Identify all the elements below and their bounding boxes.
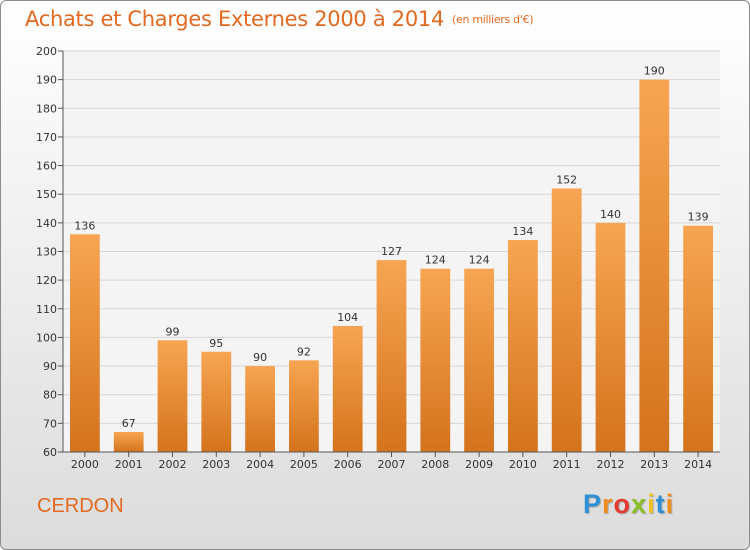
data-label: 190 [644, 65, 665, 78]
x-tick-label: 2010 [509, 458, 537, 471]
x-tick-label: 2000 [71, 458, 99, 471]
x-tick-label: 2002 [159, 458, 187, 471]
x-tick-label: 2008 [421, 458, 449, 471]
bar [551, 188, 582, 452]
bar [508, 240, 538, 452]
bars: 136 67 99 95 90 92 104 127 124 124 134 152 140 190 139 [70, 65, 713, 453]
bar [639, 79, 670, 453]
x-tick-label: 2005 [290, 458, 318, 471]
y-tick-label: 190 [36, 74, 57, 87]
bar [595, 222, 626, 452]
x-tick-label: 2011 [553, 458, 581, 471]
bar [332, 325, 363, 452]
bar [464, 268, 494, 452]
chart-title-text: Achats et Charges Externes 2000 à 2014 [25, 7, 445, 31]
y-tick-label: 70 [43, 417, 57, 430]
data-label: 134 [512, 225, 533, 238]
y-tick-label: 80 [43, 389, 57, 402]
x-tick-label: 2003 [202, 458, 230, 471]
data-label: 139 [688, 211, 709, 224]
x-tick-label: 2007 [378, 458, 406, 471]
y-tick-label: 150 [36, 188, 57, 201]
bar [113, 431, 144, 452]
chart-subtitle: (en milliers d'€) [452, 13, 534, 26]
chart-title: Achats et Charges Externes 2000 à 2014 (e… [25, 7, 534, 31]
bar [201, 351, 232, 452]
data-label: 140 [600, 208, 621, 221]
y-tick-label: 180 [36, 102, 57, 115]
proxiti-logo: Proxiti [583, 489, 675, 519]
y-tick-label: 90 [43, 360, 57, 373]
y-tick-label: 160 [36, 160, 57, 173]
data-label: 104 [337, 311, 358, 324]
commune-name: CERDON [37, 495, 124, 517]
y-tick-label: 100 [36, 331, 57, 344]
x-tick-label: 2004 [246, 458, 274, 471]
y-tick-label: 170 [36, 131, 57, 144]
y-tick-label: 110 [36, 303, 57, 316]
data-label: 90 [253, 351, 267, 364]
data-label: 152 [556, 173, 577, 186]
data-label: 127 [381, 245, 402, 258]
data-label: 136 [74, 219, 95, 232]
y-tick-label: 140 [36, 217, 57, 230]
y-tick-label: 130 [36, 246, 57, 259]
bar [289, 360, 319, 452]
x-tick-label: 2006 [334, 458, 362, 471]
bar [70, 234, 100, 452]
data-label: 124 [425, 254, 446, 267]
bar [683, 225, 713, 452]
x-tick-label: 2013 [640, 458, 668, 471]
x-tick-label: 2012 [597, 458, 625, 471]
axes: 60 70 80 90 100 110 120 130 140 150 160 170 180 190 20… [36, 45, 720, 471]
y-tick-label: 200 [36, 45, 57, 58]
data-label: 92 [297, 345, 311, 358]
bar [245, 366, 275, 452]
y-tick-label: 120 [36, 274, 57, 287]
data-label: 67 [122, 417, 136, 430]
bar [420, 268, 451, 452]
data-label: 124 [469, 254, 490, 267]
bar [376, 260, 407, 452]
x-tick-label: 2014 [684, 458, 712, 471]
x-tick-label: 2009 [465, 458, 493, 471]
data-label: 99 [166, 325, 180, 338]
bar [157, 340, 188, 452]
x-tick-label: 2001 [115, 458, 143, 471]
y-tick-label: 60 [43, 446, 57, 459]
data-label: 95 [209, 337, 223, 350]
